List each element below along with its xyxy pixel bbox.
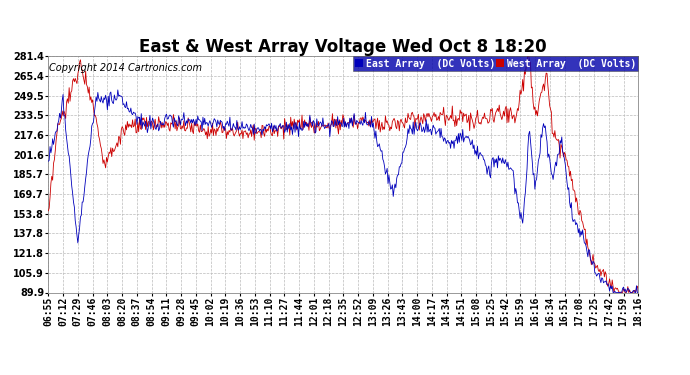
Legend: East Array  (DC Volts), West Array  (DC Volts): East Array (DC Volts), West Array (DC Vo… [353,56,638,71]
Title: East & West Array Voltage Wed Oct 8 18:20: East & West Array Voltage Wed Oct 8 18:2… [139,38,547,56]
Text: Copyright 2014 Cartronics.com: Copyright 2014 Cartronics.com [50,63,202,74]
